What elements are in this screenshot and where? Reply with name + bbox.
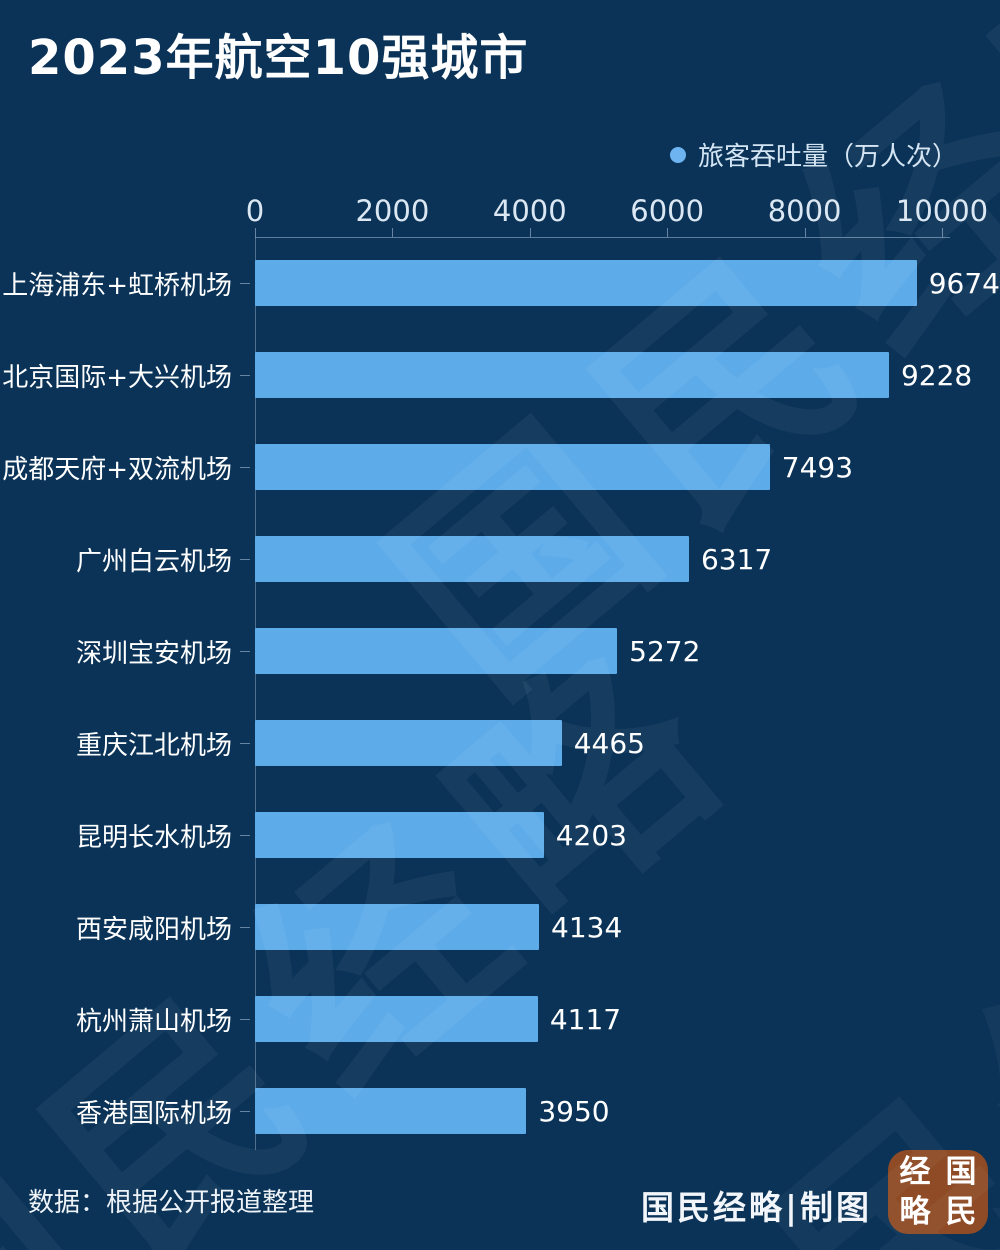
data-source-note: 数据：根据公开报道整理 bbox=[28, 1188, 315, 1218]
axis-tick-label: 2000 bbox=[355, 194, 430, 228]
category-label: 西安咸阳机场 bbox=[75, 914, 232, 945]
y-axis-line bbox=[255, 237, 256, 1150]
category-tick-mark bbox=[240, 282, 250, 284]
bar-row: 上海浦东+虹桥机场 9674 bbox=[0, 237, 1000, 329]
bar bbox=[255, 720, 562, 766]
category-label: 上海浦东+虹桥机场 bbox=[2, 270, 232, 301]
category-label: 昆明长水机场 bbox=[75, 822, 232, 853]
bar-row: 昆明长水机场 4203 bbox=[0, 789, 1000, 881]
axis-tick-mark bbox=[392, 228, 394, 237]
axis-tick-label: 6000 bbox=[630, 194, 705, 228]
value-label: 4134 bbox=[551, 910, 623, 944]
category-label: 广州白云机场 bbox=[75, 546, 232, 577]
legend-dot-icon bbox=[669, 146, 686, 163]
value-label: 4117 bbox=[549, 1002, 622, 1036]
category-label: 杭州萧山机场 bbox=[75, 1006, 232, 1037]
axis-tick-mark bbox=[255, 228, 256, 237]
category-tick-mark bbox=[240, 1018, 250, 1020]
value-label: 7493 bbox=[781, 450, 854, 484]
category-label: 北京国际+大兴机场 bbox=[2, 362, 232, 393]
value-label: 4465 bbox=[573, 726, 645, 760]
axis-tick-mark bbox=[942, 228, 943, 237]
bar bbox=[255, 352, 889, 398]
seal-char: 略 bbox=[899, 1193, 931, 1230]
bar bbox=[255, 996, 538, 1042]
category-label: 深圳宝安机场 bbox=[75, 638, 232, 669]
credit-block: 国民经略|制图 经 国 略 民 bbox=[641, 1150, 988, 1234]
bar bbox=[255, 260, 917, 306]
bar bbox=[255, 444, 770, 490]
seal-char: 民 bbox=[945, 1193, 977, 1230]
category-tick-mark bbox=[240, 650, 250, 652]
category-tick-mark bbox=[240, 1110, 250, 1112]
bar-row: 广州白云机场 6317 bbox=[0, 513, 1000, 605]
bar-row: 重庆江北机场 4465 bbox=[0, 697, 1000, 789]
axis-tick-mark bbox=[804, 228, 806, 237]
axis-tick-label: 10000 bbox=[895, 194, 989, 228]
seal-char: 经 bbox=[899, 1153, 931, 1190]
bar bbox=[255, 1088, 527, 1134]
category-tick-mark bbox=[240, 926, 250, 928]
value-label: 3950 bbox=[538, 1094, 610, 1128]
brand-seal: 经 国 略 民 bbox=[888, 1150, 988, 1234]
axis-tick-label: 0 bbox=[245, 194, 265, 228]
legend: 旅客吞吐量（万人次） bbox=[669, 136, 958, 173]
category-tick-mark bbox=[240, 466, 250, 468]
bar bbox=[255, 812, 544, 858]
bar-row: 香港国际机场 3950 bbox=[0, 1065, 1000, 1157]
bar-row: 西安咸阳机场 4134 bbox=[0, 881, 1000, 973]
bar-rows: 上海浦东+虹桥机场 9674 北京国际+大兴机场 9228 成都天府+双流机场 7493 广… bbox=[0, 237, 1000, 1157]
axis-tick-mark bbox=[667, 228, 669, 237]
bar-row: 杭州萧山机场 4117 bbox=[0, 973, 1000, 1065]
category-label: 香港国际机场 bbox=[75, 1098, 232, 1129]
category-tick-mark bbox=[240, 374, 250, 376]
x-axis-line bbox=[255, 237, 950, 238]
bar-row: 深圳宝安机场 5272 bbox=[0, 605, 1000, 697]
bar-row: 成都天府+双流机场 7493 bbox=[0, 421, 1000, 513]
bar bbox=[255, 904, 539, 950]
value-label: 5272 bbox=[629, 634, 701, 668]
category-tick-mark bbox=[240, 834, 250, 836]
axis-tick-label: 8000 bbox=[767, 194, 842, 228]
value-label: 9228 bbox=[900, 358, 973, 392]
value-label: 6317 bbox=[700, 542, 773, 576]
bar bbox=[255, 536, 689, 582]
category-label: 成都天府+双流机场 bbox=[2, 454, 232, 485]
axis-tick-label: 4000 bbox=[492, 194, 567, 228]
bar-row: 北京国际+大兴机场 9228 bbox=[0, 329, 1000, 421]
axis-tick-mark bbox=[529, 228, 531, 237]
value-label: 9674 bbox=[928, 266, 1000, 300]
value-label: 4203 bbox=[555, 818, 627, 852]
category-tick-mark bbox=[240, 558, 250, 560]
category-tick-mark bbox=[240, 742, 250, 744]
bar bbox=[255, 628, 618, 674]
page-title: 2023年航空10强城市 bbox=[28, 30, 529, 86]
seal-char: 国 bbox=[945, 1153, 977, 1190]
legend-label: 旅客吞吐量（万人次） bbox=[697, 142, 958, 172]
category-label: 重庆江北机场 bbox=[75, 730, 232, 761]
credit-text: 国民经略|制图 bbox=[640, 1188, 872, 1227]
